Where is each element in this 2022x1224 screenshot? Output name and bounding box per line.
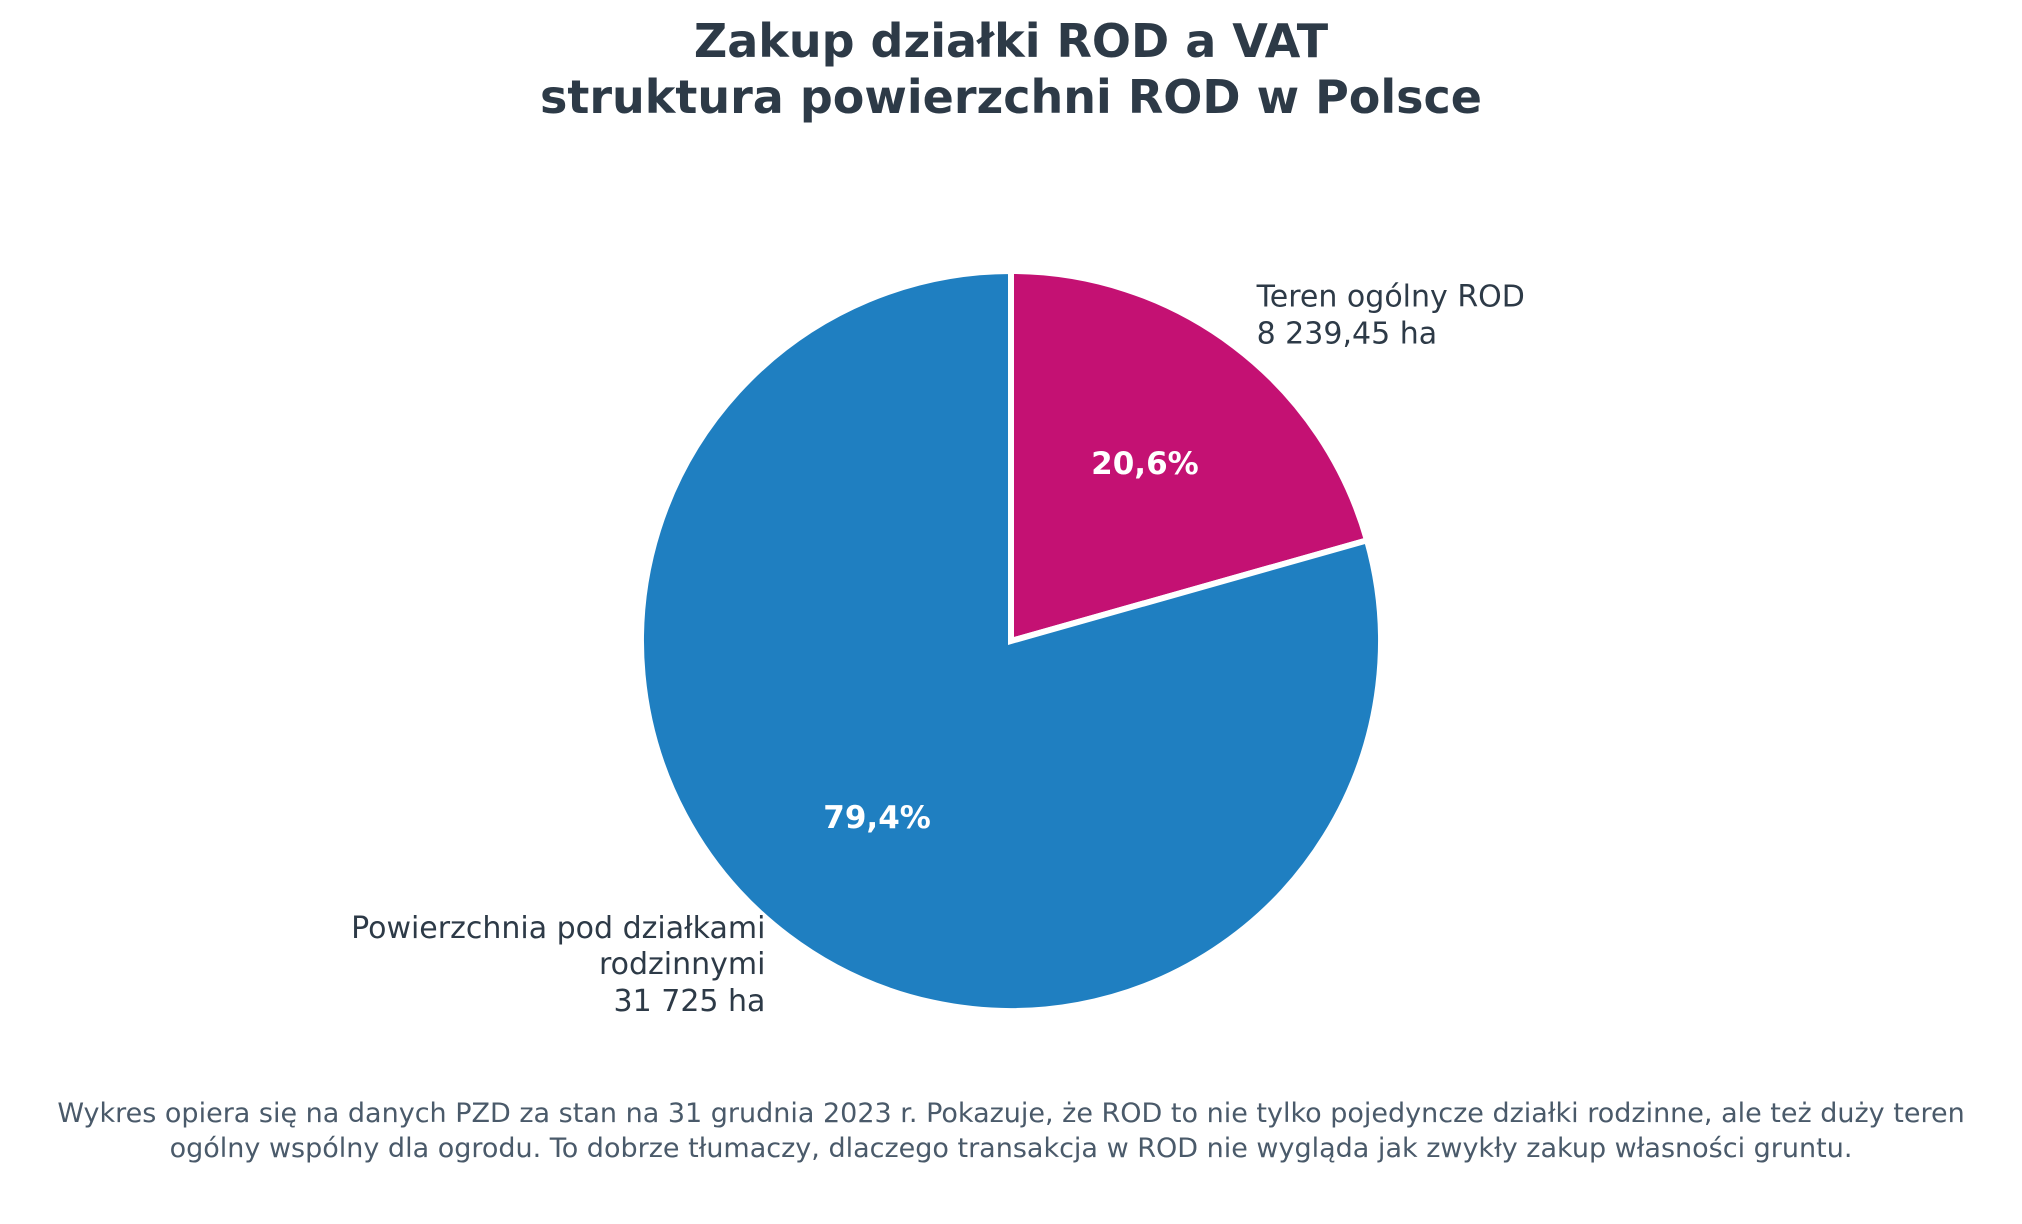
category-label: Powierzchnia pod działkami rodzinnymi — [351, 910, 766, 983]
chart-subtitle: struktura powierzchni ROD w Polsce — [539, 70, 1483, 124]
pie-slice — [1008, 267, 1371, 645]
slice-label: Teren ogólny ROD 8 239,45 ha — [1257, 280, 1525, 353]
value-label: 31 725 ha — [613, 983, 766, 1019]
footnote: Wykres opiera się na danych PZD za stan … — [57, 1098, 1965, 1165]
percent-label: 20,6% — [1091, 445, 1199, 482]
category-label: Teren ogólny ROD — [1256, 279, 1525, 315]
percent-label: 79,4% — [823, 800, 931, 837]
value-label: 8 239,45 ha — [1256, 316, 1438, 352]
pie-slice — [638, 267, 1384, 1014]
slice-label: Powierzchnia pod działkami rodzinnymi 31 … — [351, 911, 765, 1021]
chart-title: Zakup działki ROD a VAT — [693, 14, 1329, 68]
